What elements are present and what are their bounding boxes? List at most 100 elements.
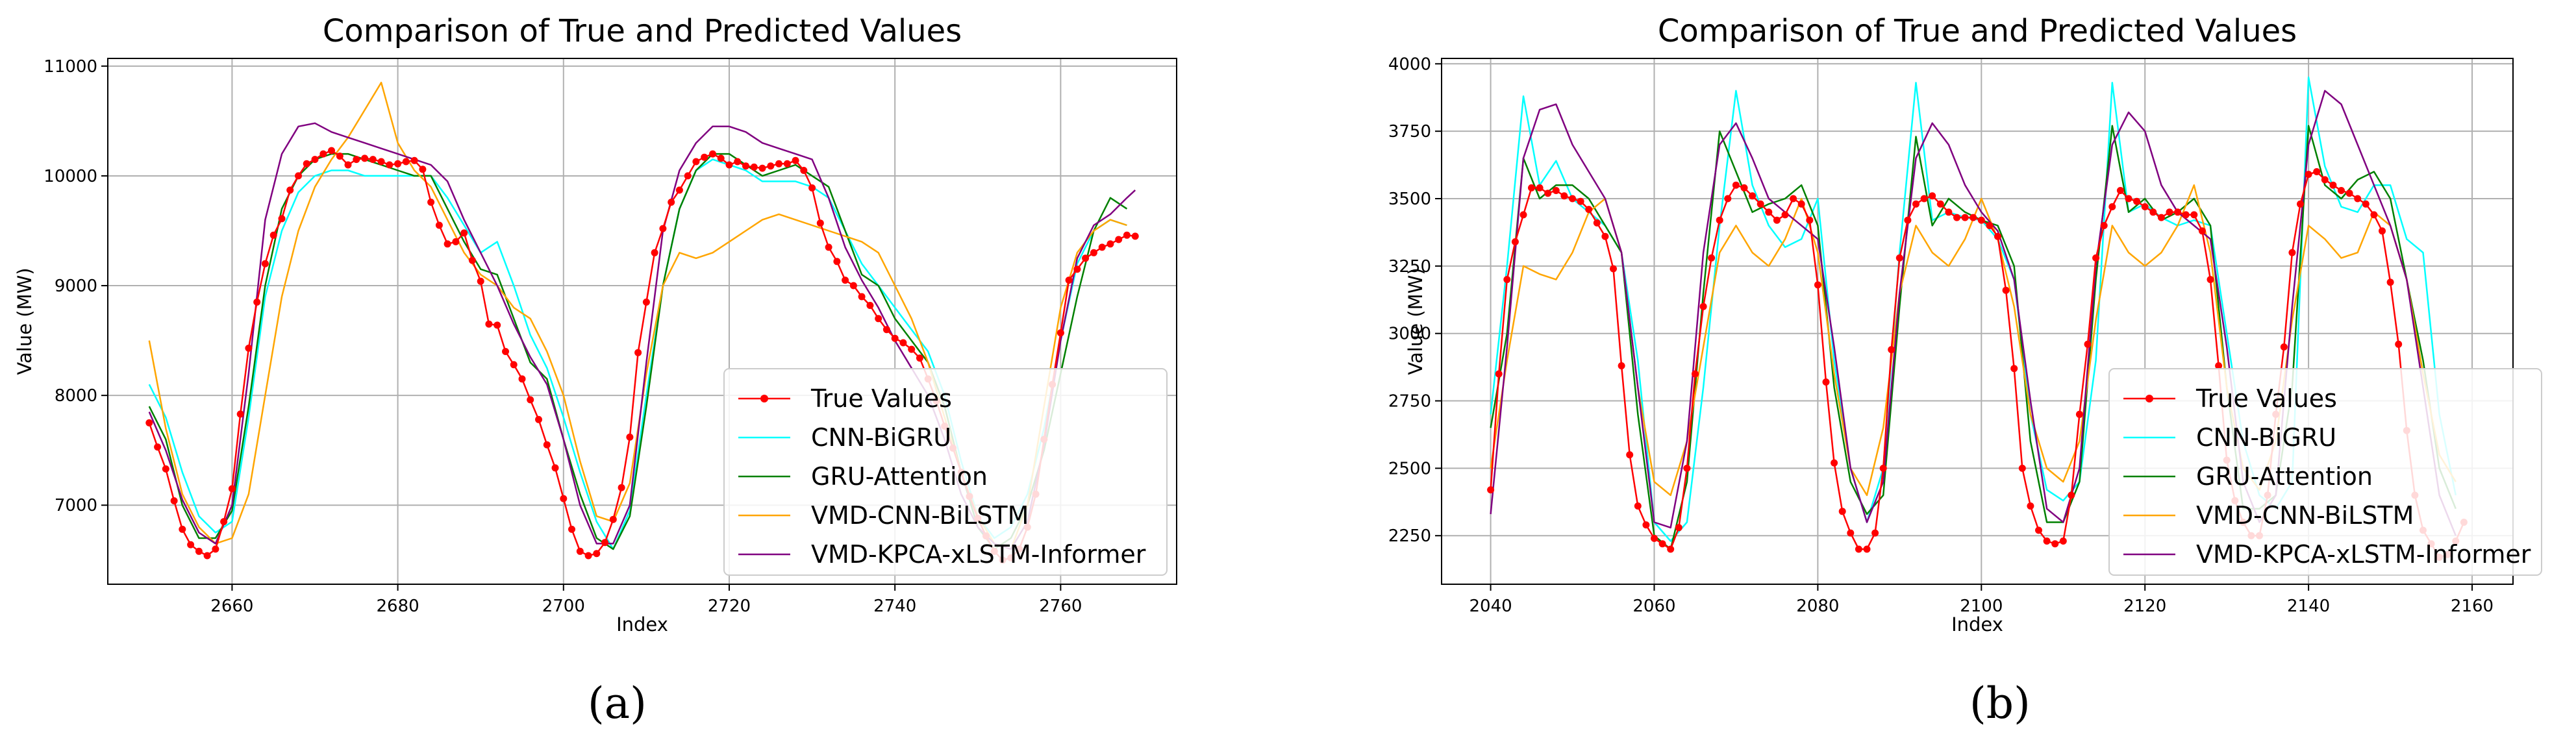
data-point [1082, 254, 1090, 262]
data-point [386, 161, 394, 169]
data-point [2051, 540, 2059, 548]
legend-entry: CNN-BiGRU [738, 423, 951, 452]
data-point [1577, 197, 1584, 205]
y-tick-label: 4000 [1388, 55, 1431, 74]
data-point [842, 277, 849, 284]
legend-label: CNN-BiGRU [2196, 423, 2336, 452]
data-point [2108, 203, 2116, 210]
data-point [1708, 254, 1716, 262]
data-point [477, 277, 484, 285]
data-point [2362, 200, 2370, 208]
data-point [1797, 200, 1805, 208]
data-point [212, 545, 219, 553]
data-point [1920, 195, 1928, 203]
data-point [618, 484, 625, 491]
data-point [1090, 249, 1097, 256]
data-point [1863, 545, 1871, 553]
x-tick-label: 2060 [1632, 597, 1675, 616]
x-tick-label: 2740 [873, 597, 916, 616]
data-point [1495, 370, 1503, 378]
data-point [1593, 219, 1601, 227]
data-point [2068, 491, 2075, 499]
data-point [1912, 200, 1919, 208]
grid-lines [1442, 58, 2513, 584]
legend-box [2108, 368, 2542, 576]
data-point [709, 150, 716, 158]
data-point [908, 345, 916, 353]
y-tick-label: 3000 [1388, 325, 1431, 344]
data-point [427, 199, 435, 206]
data-point [2329, 181, 2337, 189]
data-point [410, 156, 418, 164]
data-point [494, 321, 501, 329]
data-point [2395, 340, 2403, 348]
data-point [1651, 534, 1658, 542]
legend-label: True Values [810, 384, 952, 413]
data-point [1838, 508, 1846, 515]
x-tick-label: 2760 [1039, 597, 1082, 616]
data-point [303, 160, 310, 167]
data-point [353, 156, 360, 164]
data-point [1683, 464, 1691, 472]
data-point [510, 361, 518, 369]
y-tick-label: 3250 [1388, 257, 1431, 277]
data-point [286, 186, 294, 194]
data-point [634, 349, 642, 356]
data-point [269, 231, 277, 239]
data-point [675, 186, 683, 194]
data-point [1740, 184, 1748, 191]
data-point [2207, 276, 2214, 284]
data-point [560, 495, 568, 502]
data-point [1749, 192, 1757, 200]
data-point [584, 552, 592, 560]
data-point [642, 298, 650, 306]
data-point [1511, 238, 1519, 245]
data-point [1847, 529, 1855, 537]
data-point [344, 161, 352, 169]
data-point [1073, 265, 1081, 273]
data-point [808, 184, 816, 191]
data-point [2084, 340, 2092, 348]
data-point [1929, 192, 1936, 200]
data-point [444, 240, 451, 248]
data-point [220, 518, 228, 526]
data-point [2002, 286, 2010, 294]
y-tick-label: 2750 [1388, 392, 1431, 412]
data-point [460, 229, 468, 237]
data-point [1131, 232, 1139, 240]
y-axis-ticks: 7000 8000 9000 10000 11000 [44, 57, 108, 515]
data-point [203, 552, 211, 560]
data-point [742, 162, 749, 170]
legend-entry: VMD-KPCA-xLSTM-Informer [738, 540, 1146, 569]
data-point [899, 339, 907, 347]
data-point [1977, 216, 1985, 224]
data-point [2305, 171, 2312, 179]
data-point [1487, 486, 1495, 494]
legend-entry: VMD-CNN-BiLSTM [738, 501, 1029, 530]
data-point [2280, 343, 2288, 351]
data-point [2338, 187, 2345, 194]
data-point [1503, 276, 1511, 284]
data-point [825, 243, 832, 251]
data-point [2370, 211, 2378, 219]
panel-label-a: (a) [588, 678, 647, 728]
data-point [319, 150, 327, 158]
data-point [792, 156, 799, 164]
plot-frame [107, 58, 1177, 585]
data-point [717, 154, 725, 162]
data-point [1536, 184, 1544, 191]
data-point [1806, 216, 1814, 224]
data-point [1123, 231, 1131, 239]
data-point [609, 515, 617, 523]
legend-label: GRU-Attention [811, 462, 988, 491]
legend-label: VMD-CNN-BiLSTM [811, 501, 1029, 530]
data-point [891, 334, 899, 342]
y-axis-label: Value (MW) [1405, 267, 1427, 375]
data-point [1757, 200, 1764, 208]
data-point [551, 464, 559, 472]
data-point [2035, 526, 2042, 534]
x-tick-label: 2720 [708, 597, 751, 616]
chart-panel-a: 2660 2680 2700 2720 2740 2760 7000 8000 9000 100… [14, 13, 1177, 636]
data-point [692, 158, 700, 166]
data-point [2043, 537, 2051, 545]
